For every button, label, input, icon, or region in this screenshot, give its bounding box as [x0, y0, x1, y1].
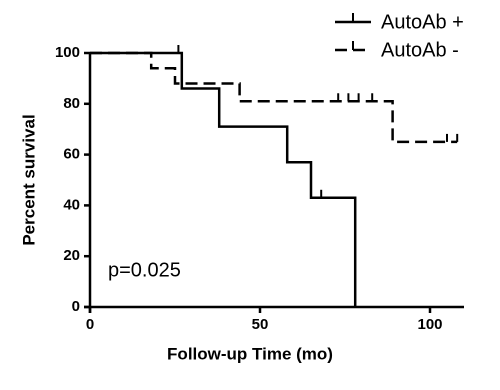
survival-curve	[90, 51, 458, 144]
x-tick-label: 0	[86, 316, 94, 333]
y-tick-label: 100	[55, 44, 80, 61]
y-axis-label: Percent survival	[19, 114, 38, 245]
y-tick-label: 80	[63, 95, 80, 112]
y-tick-label: 0	[72, 298, 80, 315]
legend-label: AutoAb -	[381, 39, 459, 61]
legend-label: AutoAb +	[381, 11, 464, 33]
y-tick-label: 40	[63, 196, 80, 213]
survival-curve	[90, 51, 357, 307]
y-tick-label: 60	[63, 146, 80, 163]
x-tick-label: 50	[252, 316, 269, 333]
x-tick-label: 100	[417, 316, 442, 333]
x-axis-label: Follow-up Time (mo)	[167, 344, 333, 363]
y-tick-label: 20	[63, 247, 80, 264]
annotation: p=0.025	[108, 259, 181, 281]
